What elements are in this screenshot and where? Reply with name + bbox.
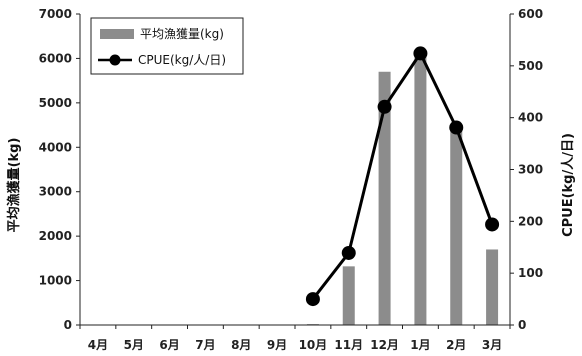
cpue-point (485, 217, 500, 232)
left-tick-label: 1000 (39, 274, 72, 288)
left-tick-label: 6000 (39, 51, 72, 65)
cpue-point (413, 46, 428, 61)
x-tick-label: 12月 (370, 338, 399, 352)
left-tick-label: 5000 (39, 96, 72, 110)
left-axis-title: 平均漁獲量(kg) (6, 138, 22, 233)
left-tick-label: 0 (64, 318, 72, 332)
right-tick-label: 500 (518, 59, 543, 73)
x-tick-label: 1月 (410, 338, 430, 352)
x-tick-label: 4月 (88, 338, 108, 352)
bars-group (306, 56, 499, 325)
x-tick-label: 10月 (299, 338, 328, 352)
axes-group: 0 1000 2000 3000 4000 5000 6000 7000 0 100 200 300 4… (39, 7, 543, 352)
x-tick-label: 9月 (267, 338, 287, 352)
x-tick-label: 8月 (231, 338, 251, 352)
bar (450, 125, 463, 325)
cpue-point (341, 245, 356, 260)
legend-bar-swatch (100, 29, 134, 39)
cpue-point (305, 292, 320, 307)
line-group (305, 46, 500, 307)
x-tick-label: 5月 (124, 338, 144, 352)
right-axis-title: CPUE(kg/人/日) (560, 133, 576, 237)
legend-line-label: CPUE(kg/人/日) (138, 53, 226, 67)
x-tick-label: 7月 (195, 338, 215, 352)
left-tick-label: 4000 (39, 140, 72, 154)
left-tick-label: 2000 (39, 229, 72, 243)
right-tick-label: 0 (518, 318, 526, 332)
legend-bar-label: 平均漁獲量(kg) (140, 27, 224, 41)
right-tick-label: 200 (518, 214, 543, 228)
right-tick-label: 400 (518, 111, 543, 125)
bar (342, 266, 355, 325)
x-tick-label: 3月 (482, 338, 502, 352)
right-tick-label: 300 (518, 163, 543, 177)
bar (378, 71, 391, 325)
x-tick-label: 11月 (334, 338, 363, 352)
cpue-line (311, 51, 494, 301)
x-tick-label: 6月 (159, 338, 179, 352)
x-tick-label: 2月 (446, 338, 466, 352)
bar (414, 56, 427, 325)
legend-line-marker (109, 54, 121, 66)
bar (486, 249, 499, 325)
cpue-point (377, 99, 392, 114)
left-tick-label: 7000 (39, 7, 72, 21)
right-tick-label: 100 (518, 266, 543, 280)
legend: 平均漁獲量(kg) CPUE(kg/人/日) (90, 17, 244, 75)
left-tick-label: 3000 (39, 185, 72, 199)
cpue-point (449, 120, 464, 135)
right-tick-label: 600 (518, 7, 543, 21)
